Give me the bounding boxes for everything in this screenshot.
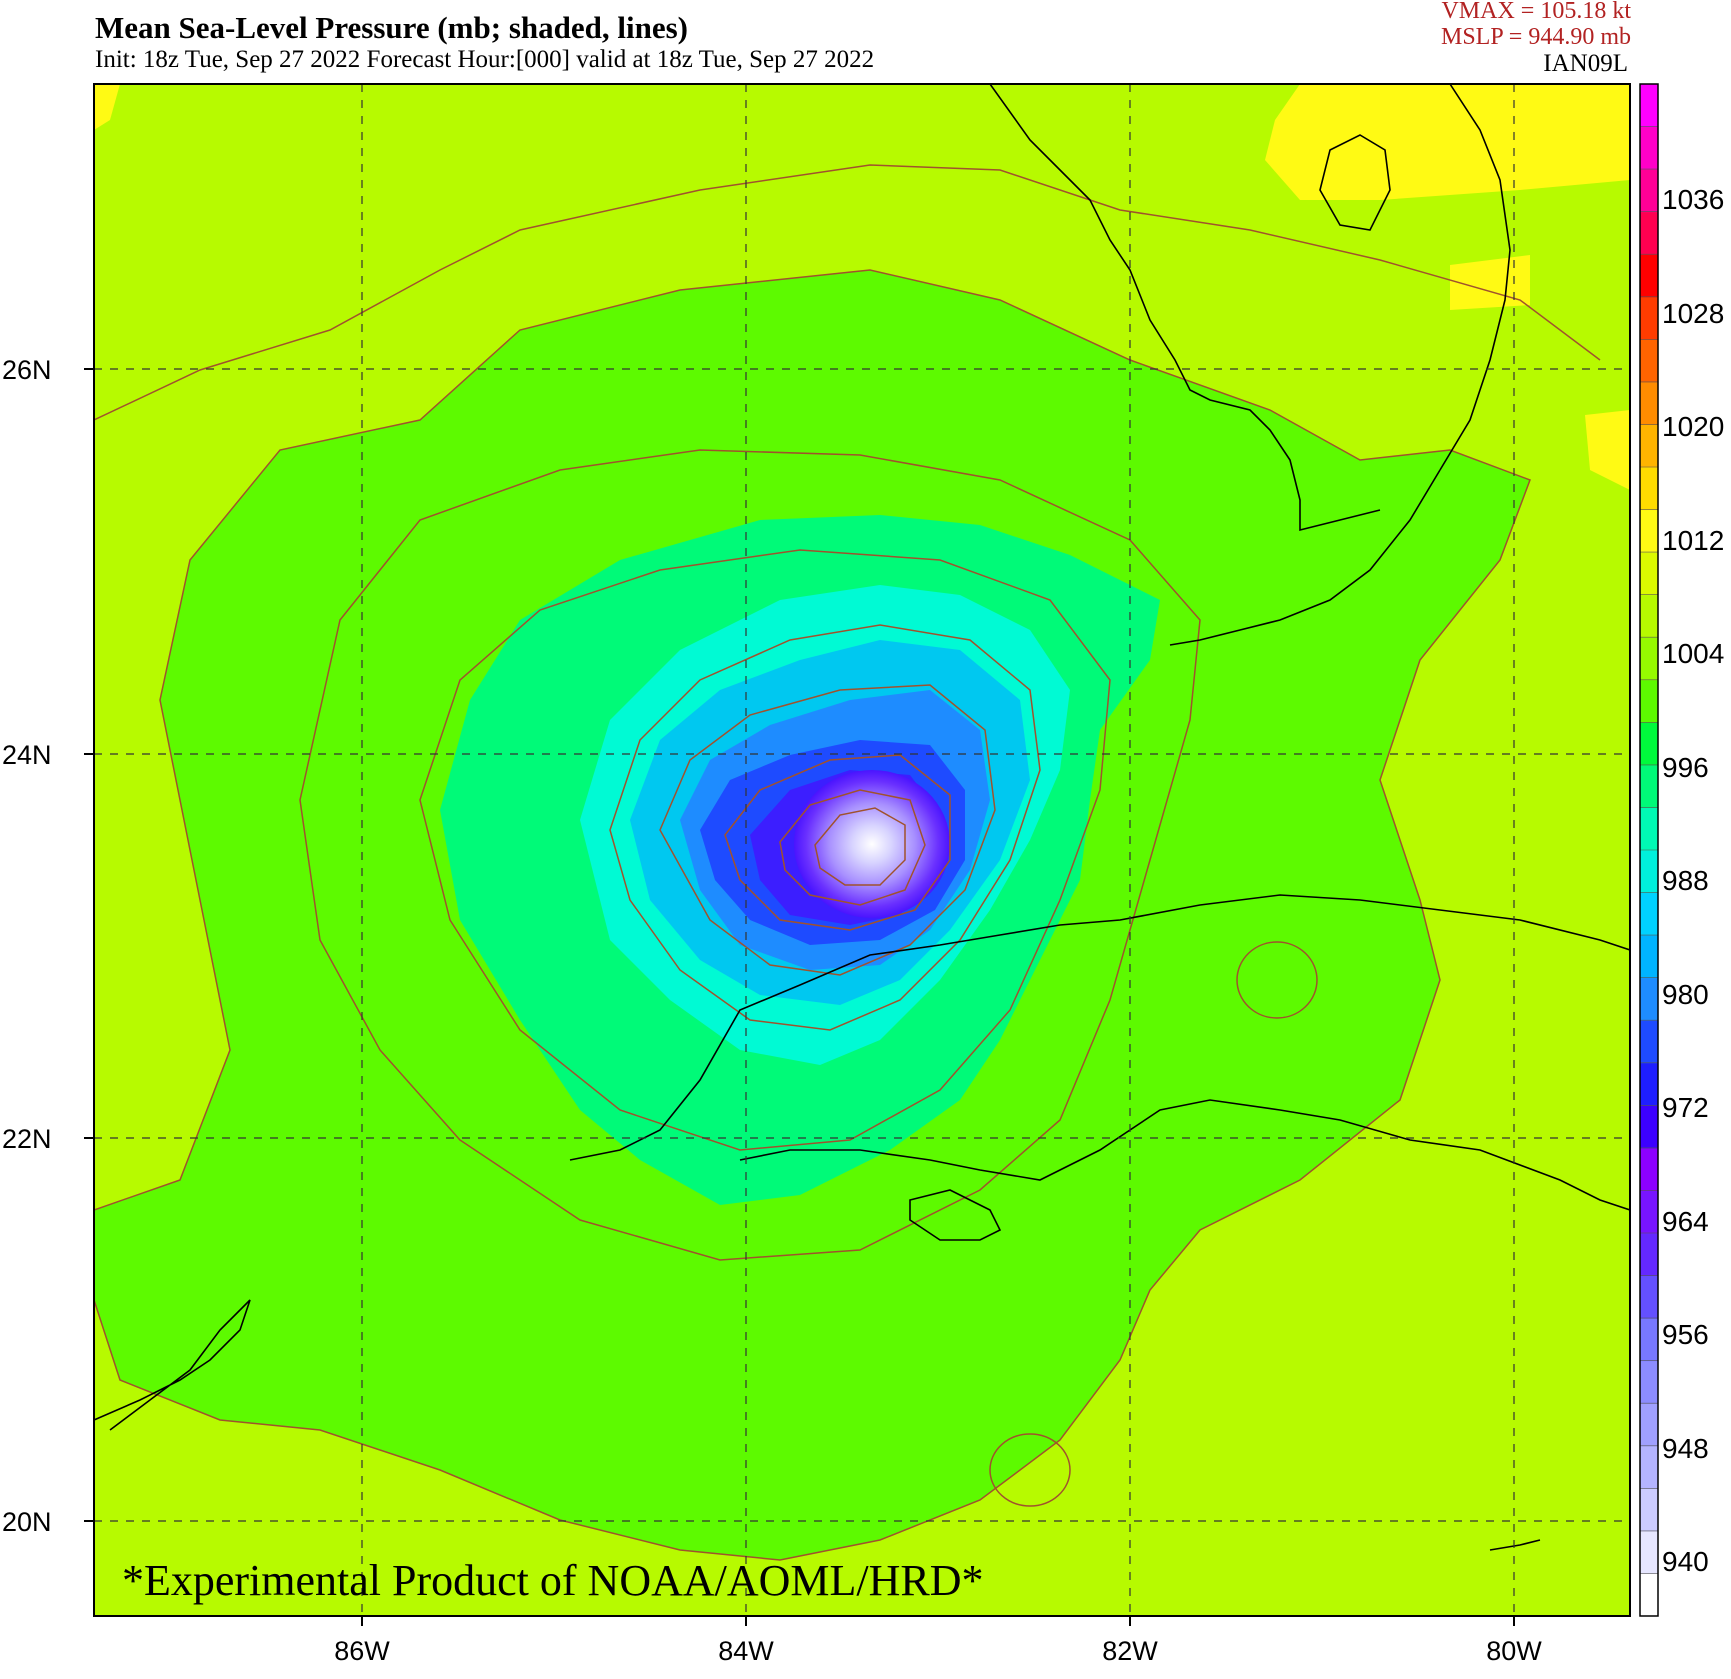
colorbar-swatch bbox=[1640, 1147, 1658, 1191]
lon-label-86w: 86W bbox=[334, 1636, 390, 1666]
field-1012-e2 bbox=[1585, 410, 1630, 490]
colorbar-swatch bbox=[1640, 679, 1658, 723]
lat-label-22n: 22N bbox=[2, 1124, 52, 1154]
colorbar-swatch bbox=[1640, 1275, 1658, 1319]
colorbar-swatch bbox=[1640, 892, 1658, 936]
florida-keys bbox=[1169, 469, 1441, 646]
field-1012-e bbox=[1450, 255, 1530, 310]
colorbar-swatch bbox=[1640, 467, 1658, 511]
isla-juventud bbox=[909, 1189, 1002, 1241]
colorbar-swatch bbox=[1640, 552, 1658, 596]
lon-label-84w: 84W bbox=[718, 1636, 774, 1666]
chart-subtitle: Init: 18z Tue, Sep 27 2022 Forecast Hour… bbox=[95, 46, 875, 73]
colorbar-swatch bbox=[1640, 381, 1658, 425]
cb-label-996: 996 bbox=[1662, 752, 1709, 783]
colorbar-swatch bbox=[1640, 1318, 1658, 1362]
colorbar-swatch bbox=[1640, 1020, 1658, 1064]
isobars bbox=[94, 164, 1601, 1561]
colorbar-swatch bbox=[1640, 1062, 1658, 1106]
field-1012-ne bbox=[1265, 84, 1630, 200]
cb-label-1020: 1020 bbox=[1662, 411, 1724, 442]
lon-label-80w: 80W bbox=[1486, 1636, 1542, 1666]
cb-label-972: 972 bbox=[1662, 1092, 1709, 1123]
colorbar-swatch bbox=[1640, 722, 1658, 766]
colorbar-swatch bbox=[1640, 126, 1658, 170]
colorbar bbox=[1640, 84, 1658, 1617]
colorbar-swatch bbox=[1640, 1233, 1658, 1277]
colorbar-swatch bbox=[1640, 211, 1658, 255]
cayman-islands bbox=[1489, 1539, 1541, 1551]
colorbar-swatch bbox=[1640, 935, 1658, 979]
lat-label-24n: 24N bbox=[2, 740, 52, 770]
florida-west-coast bbox=[989, 84, 1381, 532]
colorbar-swatch bbox=[1640, 169, 1658, 213]
cb-label-1036: 1036 bbox=[1662, 184, 1724, 215]
colorbar-swatch bbox=[1640, 1573, 1658, 1617]
colorbar-swatch bbox=[1640, 1403, 1658, 1447]
lat-label-20n: 20N bbox=[2, 1507, 52, 1537]
cb-label-1012: 1012 bbox=[1662, 525, 1724, 556]
colorbar-swatch bbox=[1640, 84, 1658, 128]
colorbar-swatch bbox=[1640, 594, 1658, 638]
colorbar-swatch bbox=[1640, 1360, 1658, 1404]
colorbar-swatch bbox=[1640, 1530, 1658, 1574]
cb-label-964: 964 bbox=[1662, 1206, 1709, 1237]
pressure-field bbox=[94, 84, 1630, 1616]
lat-label-26n: 26N bbox=[2, 355, 52, 385]
cb-label-948: 948 bbox=[1662, 1433, 1709, 1464]
field-1012-nw bbox=[94, 84, 120, 130]
colorbar-swatch bbox=[1640, 339, 1658, 383]
florida-east-coast bbox=[1439, 84, 1511, 471]
coastlines bbox=[94, 84, 1630, 1551]
storm-id-label: IAN09L bbox=[1543, 50, 1628, 77]
colorbar-swatch bbox=[1640, 1445, 1658, 1489]
colorbar-labels: 1036 1028 1020 1012 1004 996 988 980 972… bbox=[1662, 184, 1724, 1577]
cb-label-1028: 1028 bbox=[1662, 298, 1724, 329]
cb-label-980: 980 bbox=[1662, 979, 1709, 1010]
mslp-readout: MSLP = 944.90 mb bbox=[1440, 24, 1631, 50]
watermark-text: *Experimental Product of NOAA/AOML/HRD* bbox=[122, 1556, 984, 1605]
colorbar-swatch bbox=[1640, 1105, 1658, 1149]
colorbar-border bbox=[1639, 83, 1659, 1617]
colorbar-swatch bbox=[1640, 254, 1658, 298]
cuba-south-coast bbox=[739, 1099, 1630, 1211]
colorbar-swatch bbox=[1640, 977, 1658, 1021]
colorbar-swatch bbox=[1640, 509, 1658, 553]
colorbar-swatch bbox=[1640, 637, 1658, 681]
cb-label-1004: 1004 bbox=[1662, 638, 1724, 669]
storm-center bbox=[794, 770, 950, 918]
lon-label-82w: 82W bbox=[1102, 1636, 1158, 1666]
yucatan-coast bbox=[94, 1299, 251, 1431]
colorbar-swatch bbox=[1640, 424, 1658, 468]
colorbar-swatch bbox=[1640, 1190, 1658, 1234]
colorbar-swatch bbox=[1640, 807, 1658, 851]
colorbar-swatch bbox=[1640, 764, 1658, 808]
cb-label-940: 940 bbox=[1662, 1546, 1709, 1577]
lake-okeechobee bbox=[1319, 134, 1391, 231]
colorbar-swatch bbox=[1640, 850, 1658, 894]
lat-lon-grid bbox=[94, 84, 1630, 1616]
cuba-north-coast bbox=[569, 894, 1630, 1161]
cb-label-956: 956 bbox=[1662, 1319, 1709, 1350]
chart-title: Mean Sea-Level Pressure (mb; shaded, lin… bbox=[95, 10, 688, 45]
colorbar-swatch bbox=[1640, 1488, 1658, 1532]
colorbar-swatch bbox=[1640, 296, 1658, 340]
vmax-readout: VMAX = 105.18 kt bbox=[1441, 0, 1631, 24]
cb-label-988: 988 bbox=[1662, 865, 1709, 896]
map-border bbox=[93, 83, 1631, 1617]
axis-ticks bbox=[84, 368, 1515, 1626]
